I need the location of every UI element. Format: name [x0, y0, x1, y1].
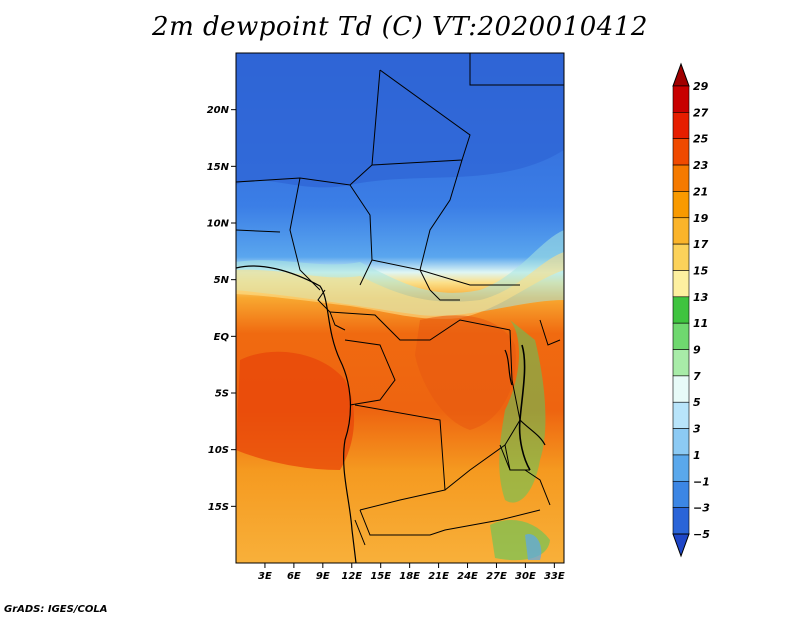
lat-tick-label: EQ	[214, 332, 230, 343]
colorbar-segment	[672, 507, 690, 535]
colorbar-label: 27	[693, 106, 709, 119]
lat-tick-label: 20N	[207, 105, 230, 116]
colorbar-label: 3	[693, 423, 701, 436]
map-frame	[235, 52, 565, 564]
lon-tick-label: 12E	[341, 571, 362, 582]
lat-tick-label: 10S	[208, 445, 229, 456]
colorbar-label: 5	[693, 396, 701, 409]
colorbar-segment	[672, 375, 690, 403]
lon-tick-label: 21E	[428, 571, 449, 582]
lon-tick-label: 18E	[399, 571, 420, 582]
lon-tick-label: 27E	[486, 571, 507, 582]
lat-tick-label: 5N	[214, 275, 230, 286]
colorbar-segment	[672, 164, 690, 192]
lat-tick-label: 5S	[215, 389, 229, 400]
colorbar-segment	[672, 322, 690, 350]
colorbar-segment	[672, 243, 690, 271]
colorbar-segment	[672, 191, 690, 219]
colorbar-segment	[672, 112, 690, 140]
colorbar-segment	[672, 401, 690, 429]
lon-tick-label: 30E	[515, 571, 536, 582]
colorbar-label: 7	[693, 370, 701, 383]
colorbar-segment	[672, 428, 690, 456]
lat-tick-label: 15N	[207, 162, 230, 173]
colorbar-label: −1	[693, 475, 710, 488]
lon-tick-label: 6E	[287, 571, 301, 582]
colorbar-label: 21	[693, 185, 708, 198]
lon-tick-label: 24E	[457, 571, 478, 582]
colorbar-label: −3	[693, 502, 710, 515]
colorbar-label: 29	[693, 80, 709, 93]
longitude-ticks: 3E 6E 9E 12E 15E 18E 21E 24E 27E 30E 33E	[258, 563, 565, 582]
lat-tick-label: 10N	[207, 219, 230, 230]
lon-tick-label: 3E	[258, 571, 272, 582]
colorbar-label: 9	[693, 344, 701, 357]
colorbar-label: 17	[693, 238, 709, 251]
lat-tick-label: 15S	[208, 502, 229, 513]
colorbar-segment	[672, 85, 690, 113]
colorbar-label: 15	[693, 264, 709, 277]
latitude-ticks: 20N 15N 10N 5N EQ 5S 10S 15S	[207, 105, 236, 513]
colorbar-bottom-arrow	[672, 533, 690, 558]
grads-credit: GrADS: IGES/COLA	[4, 604, 108, 615]
colorbar-segment	[672, 480, 690, 508]
colorbar-label: −5	[693, 528, 710, 541]
colorbar-label: 23	[693, 159, 709, 172]
colorbar-label: 19	[693, 212, 709, 225]
colorbar-label: 13	[693, 291, 709, 304]
map-title: 2m dewpoint Td (C) VT:2020010412	[152, 12, 648, 42]
lon-tick-label: 33E	[544, 571, 565, 582]
colorbar-label: 25	[693, 133, 709, 146]
colorbar: 29 27 25 23 21 19 17 15 13 11 9 7 5 3 1 −1 −3 −5	[672, 62, 710, 558]
colorbar-segment	[672, 296, 690, 324]
coastline	[236, 265, 546, 563]
country-borders	[236, 53, 564, 546]
colorbar-segment	[672, 138, 690, 166]
colorbar-segment	[672, 270, 690, 298]
colorbar-segment	[672, 217, 690, 245]
dewpoint-field	[236, 53, 564, 563]
lon-tick-label: 9E	[316, 571, 330, 582]
colorbar-top-arrow	[672, 62, 690, 87]
lon-tick-label: 15E	[370, 571, 391, 582]
colorbar-segment	[672, 349, 690, 377]
colorbar-label: 1	[693, 449, 701, 462]
colorbar-segment	[672, 454, 690, 482]
colorbar-label: 11	[693, 317, 708, 330]
